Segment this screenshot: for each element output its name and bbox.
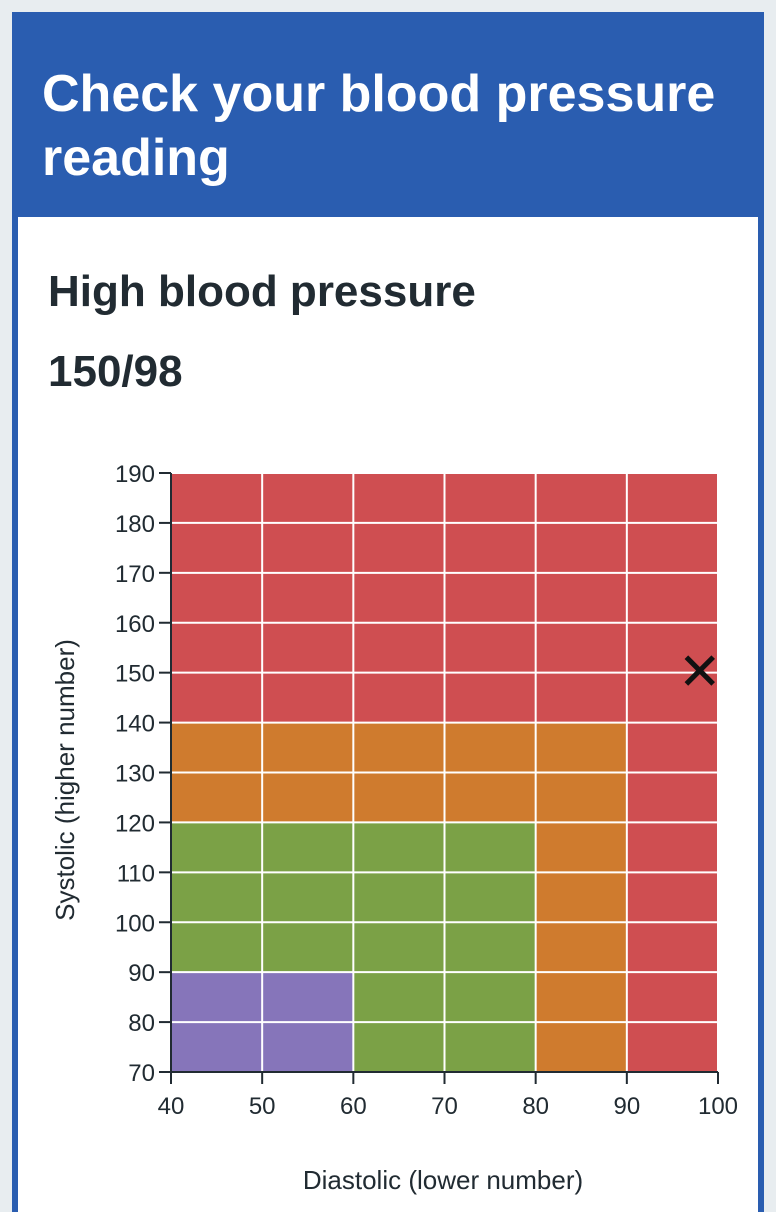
y-tick-label-100: 100 [115,910,155,937]
blood-pressure-card: Check your blood pressure reading High b… [12,12,764,1212]
x-axis-label: Diastolic (lower number) [303,1165,583,1195]
x-tick-label-60: 60 [340,1093,367,1120]
y-tick-label-70: 70 [128,1060,155,1087]
card-body: High blood pressure 150/98 70 80 90 100 110 1… [18,217,758,1212]
y-tick-label-140: 140 [115,711,155,738]
y-tick-label-90: 90 [128,960,155,987]
x-tick-label-50: 50 [249,1093,276,1120]
x-tick-label-80: 80 [522,1093,549,1120]
x-tick-label-90: 90 [613,1093,640,1120]
y-tick-label-190: 190 [115,461,155,488]
y-tick-label-150: 150 [115,661,155,688]
y-tick-label-160: 160 [115,611,155,638]
x-tick-label-40: 40 [158,1093,185,1120]
reading-marker: ✕ [678,644,722,702]
y-axis-label: Systolic (higher number) [50,639,80,921]
y-tick-label-80: 80 [128,1010,155,1037]
result-reading: 150/98 [48,347,183,396]
x-tick-label-100: 100 [698,1093,738,1120]
result-category: High blood pressure [48,267,476,316]
x-tick-label-70: 70 [431,1093,458,1120]
y-tick-label-170: 170 [115,561,155,588]
y-tick-label-120: 120 [115,810,155,837]
blood-pressure-chart: 70 80 90 100 110 120 130 140 150 160 170 180 190 40 50… [50,461,738,1195]
y-tick-label-110: 110 [117,860,155,887]
y-tick-label-180: 180 [115,511,155,538]
card-header: Check your blood pressure reading [12,12,764,217]
page-title: Check your blood pressure reading [42,65,716,187]
y-tick-label-130: 130 [115,761,155,788]
